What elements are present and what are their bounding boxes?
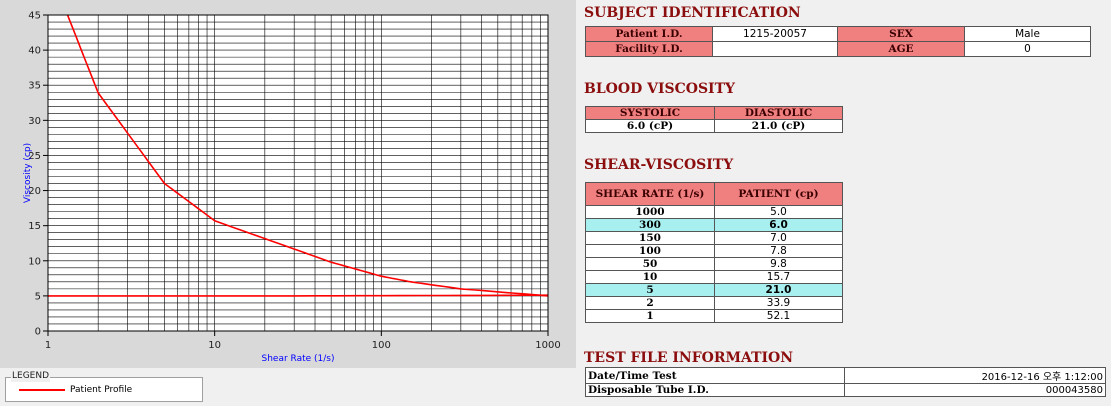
subject-table: Patient I.D. 1215-20057 SEX Male Facilit… [585,26,1091,57]
data-point [213,219,216,222]
data-point [330,261,332,263]
shear-row: 150 7.0 [585,231,843,245]
shear-rate-cell: 10 [585,270,715,284]
facility-id-label: Facility I.D. [585,41,713,57]
y-tick-label: 30 [28,116,41,127]
subject-title: SUBJECT IDENTIFICATION [584,5,801,21]
shear-rate-cell: 1 [585,309,715,323]
legend: LEGEND Patient Profile [5,371,203,402]
patient-cp-cell: 7.8 [714,244,843,258]
shear-rate-header: SHEAR RATE (1/s) [585,182,715,206]
patient-id-label: Patient I.D. [585,26,713,42]
diastolic-value: 21.0 (cP) [714,119,843,133]
shear-rate-cell: 1000 [585,205,715,219]
blood-viscosity-table: SYSTOLIC DIASTOLIC 6.0 (cP) 21.0 (cP) [585,106,843,133]
plot-frame [47,14,549,332]
data-point [293,295,295,297]
patient-id-value: 1215-20057 [712,26,838,42]
chart-panel: 0 5 10 15 20 25 30 35 40 45 1 10 100 1000 Shear Rate… [0,0,576,368]
data-point [460,288,462,290]
y-tick-label: 0 [35,327,41,338]
patient-cp-cell: 15.7 [714,270,843,284]
y-axis-label: Viscosity (cp) [23,143,33,203]
shear-rate-cell: 300 [585,218,715,232]
date-time-label: Date/Time Test [585,367,845,384]
x-axis-label: Shear Rate (1/s) [262,354,335,364]
data-point [97,92,99,94]
viscosity-chart: 0 5 10 15 20 25 30 35 40 45 1 10 100 1000 Shear Rate… [23,11,561,365]
blood-viscosity-title: BLOOD VISCOSITY [584,81,736,97]
tube-id-value: 000043580 [844,383,1106,397]
patient-cp-cell: 7.0 [714,231,843,245]
tube-id-label: Disposable Tube I.D. [585,383,845,397]
age-value: 0 [964,41,1091,57]
shear-rate-cell: 2 [585,296,715,310]
data-point [409,281,412,283]
shear-rate-cell: 50 [585,257,715,271]
sex-label: SEX [837,26,965,42]
patient-cp-header: PATIENT (cp) [714,182,843,206]
legend-swatch [19,389,65,391]
shear-row: 300 6.0 [585,218,843,232]
systolic-label: SYSTOLIC [585,106,715,120]
x-tick-label: 100 [372,340,391,351]
facility-id-value [712,41,838,57]
patient-cp-cell: 33.9 [714,296,843,310]
patient-cp-cell: 52.1 [714,309,843,323]
data-point [380,275,383,278]
date-time-value: 2016-12-16 오후 1:12:00 [844,367,1106,384]
y-tick-label: 40 [28,46,41,57]
shear-row: 2 33.9 [585,296,843,310]
diastolic-label: DIASTOLIC [714,106,843,120]
shear-rate-cell: 150 [585,231,715,245]
age-label: AGE [837,41,965,57]
x-tick-label: 1 [45,340,51,351]
patient-cp-cell: 21.0 [714,283,843,297]
y-tick-label: 15 [28,221,41,232]
series-line-1 [48,294,548,297]
test-file-table: Date/Time Test 2016-12-16 오후 1:12:00 Dis… [585,367,1106,397]
y-tick-label: 35 [28,81,41,92]
y-tick-label: 5 [35,291,41,302]
x-tick-label: 10 [208,340,221,351]
y-tick-label: 25 [28,151,41,162]
grid [48,15,548,331]
patient-cp-cell: 9.8 [714,257,843,271]
shear-row: 1 52.1 [585,309,843,323]
shear-rate-cell: 100 [585,244,715,258]
patient-cp-cell: 5.0 [714,205,843,219]
legend-label: Patient Profile [70,385,133,395]
systolic-value: 6.0 (cP) [585,119,715,133]
y-ticks: 0 5 10 15 20 25 30 35 40 45 [28,11,48,338]
sex-value: Male [964,26,1091,42]
plot-area [48,15,548,331]
shear-row: 5 21.0 [585,283,843,297]
shear-rate-cell: 5 [585,283,715,297]
y-tick-label: 45 [28,11,41,22]
shear-viscosity-table: SHEAR RATE (1/s) PATIENT (cp) 1000 5.0 300… [585,182,843,323]
shear-row: 10 15.7 [585,270,843,284]
patient-cp-cell: 6.0 [714,218,843,232]
y-tick-label: 20 [28,186,41,197]
shear-row: 50 9.8 [585,257,843,271]
shear-row: 1000 5.0 [585,205,843,219]
data-point [163,182,166,185]
shear-viscosity-title: SHEAR-VISCOSITY [584,157,734,173]
y-tick-label: 10 [28,256,41,267]
x-ticks: 1 10 100 1000 [45,331,561,351]
x-tick-label: 1000 [535,340,560,351]
test-file-title: TEST FILE INFORMATION [584,350,794,366]
legend-title: LEGEND [11,371,51,382]
shear-row: 100 7.8 [585,244,843,258]
